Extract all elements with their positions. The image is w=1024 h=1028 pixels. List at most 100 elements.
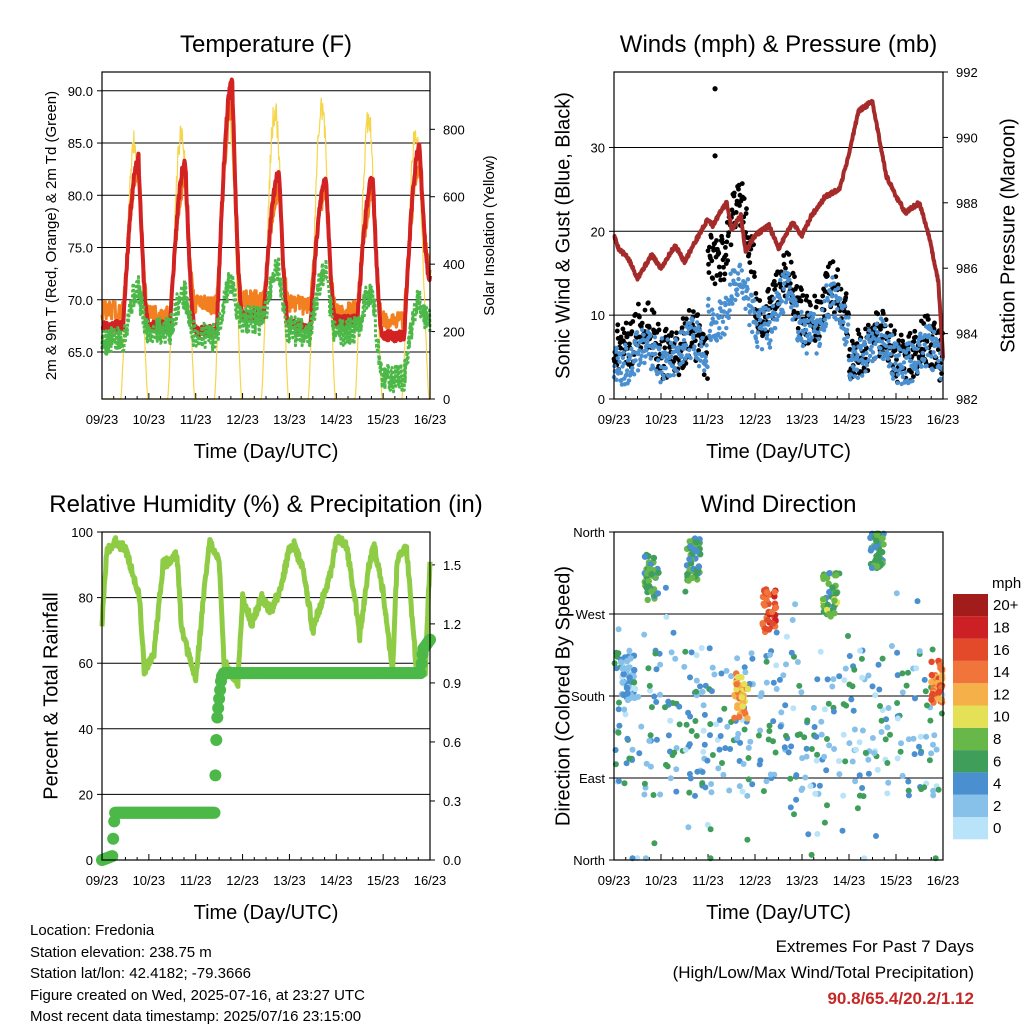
- direction-point: [853, 746, 859, 753]
- direction-point: [644, 596, 651, 604]
- wind-point: [629, 346, 634, 352]
- direction-point: [812, 790, 819, 797]
- gust-point: [741, 196, 747, 202]
- direction-point: [667, 717, 674, 724]
- gust-point: [794, 284, 800, 289]
- direction-point: [912, 695, 918, 702]
- direction-point: [880, 541, 887, 548]
- gust-point: [912, 328, 918, 334]
- direction-point: [711, 671, 718, 678]
- gust-point: [618, 334, 624, 340]
- direction-point: [768, 608, 776, 616]
- direction-point: [794, 659, 801, 665]
- direction-point: [937, 662, 944, 669]
- gust-point: [909, 369, 914, 375]
- direction-point: [618, 659, 625, 666]
- gust-point: [676, 372, 682, 378]
- direction-point: [651, 693, 658, 700]
- wind-point: [828, 290, 834, 295]
- gust-point: [898, 332, 904, 338]
- gust-point: [723, 252, 729, 258]
- series-solar-insolation: [102, 89, 430, 400]
- direction-point: [745, 776, 752, 783]
- direction-point: [770, 679, 777, 686]
- wind-point: [659, 370, 664, 375]
- direction-point: [638, 723, 645, 730]
- gust-point: [745, 235, 751, 241]
- direction-point: [662, 704, 668, 711]
- direction-point: [911, 751, 918, 758]
- direction-point: [787, 775, 794, 782]
- direction-point: [793, 796, 800, 803]
- wind-point: [799, 338, 805, 344]
- direction-point: [616, 722, 623, 729]
- wind-point: [803, 339, 808, 345]
- gust-point: [835, 282, 841, 288]
- direction-point: [626, 647, 633, 654]
- direction-point: [765, 736, 772, 743]
- direction-point: [621, 780, 628, 787]
- wind-point: [931, 329, 937, 335]
- direction-point: [706, 645, 713, 652]
- y-tick-label: 0: [598, 392, 605, 407]
- wind-point: [895, 380, 900, 386]
- direction-point: [655, 569, 662, 576]
- direction-point: [905, 792, 912, 799]
- y2-axis-label: Station Pressure (Maroon): [997, 118, 1019, 353]
- direction-point: [625, 664, 633, 671]
- wind-point: [928, 327, 933, 332]
- wind-point: [763, 327, 768, 332]
- gust-point: [744, 206, 749, 212]
- wind-point: [718, 335, 723, 340]
- direction-point: [856, 772, 863, 779]
- direction-point: [903, 682, 910, 689]
- wind-point: [799, 309, 804, 315]
- figure-created: Figure created on Wed, 2025-07-16, at 23…: [30, 986, 365, 1004]
- wind-point: [752, 310, 757, 315]
- wind-point: [784, 296, 790, 302]
- wind-point: [930, 367, 935, 373]
- direction-point: [653, 699, 660, 705]
- colorbar-swatch: [953, 727, 988, 751]
- direction-point: [799, 755, 806, 762]
- wind-point: [807, 331, 812, 336]
- wind-point: [710, 307, 715, 312]
- wind-point: [688, 355, 693, 361]
- direction-point: [708, 688, 715, 695]
- direction-point: [824, 676, 831, 683]
- wind-point: [814, 351, 819, 356]
- direction-point: [647, 561, 654, 568]
- wind-point: [745, 277, 751, 282]
- gust-point: [795, 310, 801, 316]
- wind-point: [793, 298, 798, 303]
- wind-point: [906, 346, 911, 352]
- wind-point: [682, 346, 687, 351]
- direction-point: [717, 733, 724, 739]
- wind-point: [870, 350, 876, 355]
- precip-point: [209, 769, 222, 782]
- wind-point: [696, 364, 702, 369]
- wind-point: [614, 377, 619, 382]
- direction-point: [820, 575, 827, 582]
- direction-point: [841, 677, 848, 684]
- wind-point: [687, 347, 692, 353]
- wind-point: [869, 344, 874, 349]
- direction-point: [737, 674, 744, 681]
- direction-point: [778, 709, 785, 716]
- gust-point: [707, 244, 712, 250]
- wind-point: [729, 295, 735, 301]
- direction-point: [916, 648, 923, 655]
- wind-point: [617, 359, 622, 365]
- gust-point: [766, 286, 771, 292]
- wind-point: [873, 355, 878, 360]
- wind-point: [765, 314, 770, 319]
- direction-point: [689, 574, 696, 582]
- gust-point: [712, 86, 718, 92]
- gust-point: [642, 307, 648, 313]
- direction-point: [763, 658, 770, 665]
- wind-point: [613, 349, 619, 354]
- wind-point: [635, 343, 640, 348]
- wind-point: [626, 378, 632, 383]
- direction-point: [686, 538, 693, 545]
- y-tick-label: 20: [79, 787, 93, 802]
